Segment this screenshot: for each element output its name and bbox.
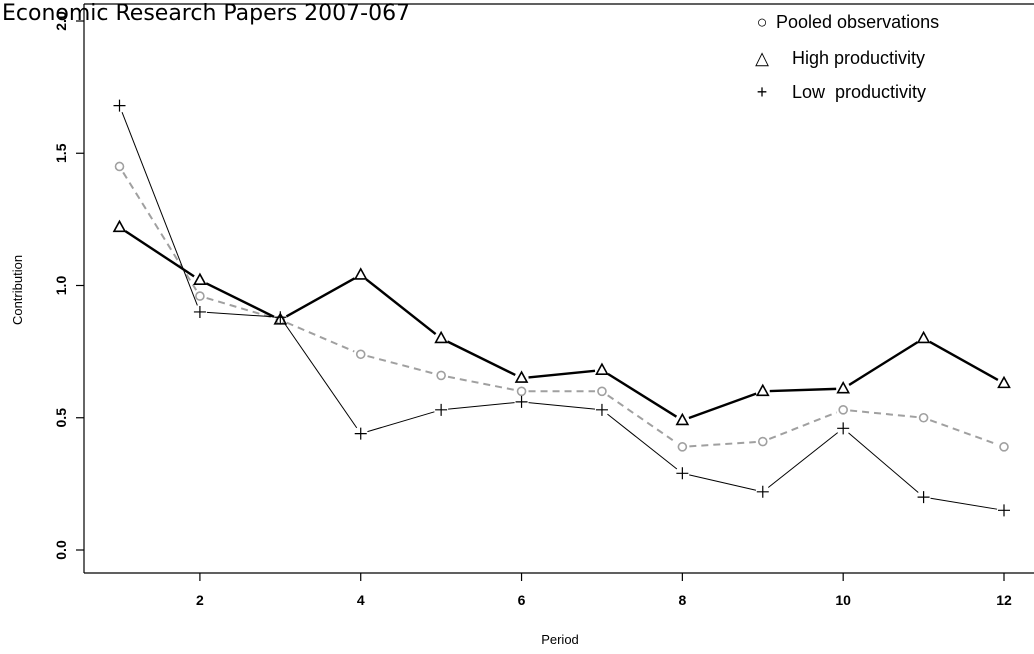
series-circle-segment (850, 409, 917, 419)
x-tick-label: 12 (996, 592, 1012, 608)
point-pooled (999, 442, 1009, 452)
point-pooled (195, 291, 205, 301)
y-tick-label: 2.0 (53, 11, 69, 31)
y-tick-label: 0.0 (53, 540, 69, 560)
point-pooled (918, 412, 929, 423)
legend-symbol-high: △ (755, 48, 769, 68)
series-circle-segment (286, 321, 355, 353)
point-low (113, 99, 126, 112)
point-high (755, 383, 770, 397)
y-tick-label: 1.0 (53, 276, 69, 296)
y-tick-label: 0.5 (53, 408, 69, 428)
point-pooled (355, 349, 366, 360)
point-pooled (516, 386, 527, 397)
point-low (595, 403, 608, 416)
point-high (193, 272, 207, 286)
point-pooled (838, 405, 848, 415)
series-plus-segment (206, 311, 274, 318)
point-high (836, 380, 851, 394)
point-low (274, 311, 287, 324)
point-low (998, 504, 1010, 517)
legend-symbol-low: + (757, 82, 768, 102)
point-high (112, 219, 127, 233)
series-plus-segment (767, 432, 838, 488)
point-pooled (677, 442, 688, 452)
series-plus-segment (448, 402, 515, 410)
y-tick-label: 1.5 (53, 143, 69, 163)
series-plus-segment (848, 432, 919, 493)
series-triangle-segment (688, 392, 757, 420)
series-circle-segment (367, 355, 435, 375)
series-circle-segment (689, 441, 756, 448)
series-plus-segment (528, 402, 596, 410)
legend: ○ Pooled observations △ High productivit… (755, 12, 939, 102)
point-low (193, 305, 206, 318)
point-high (997, 375, 1011, 389)
series-layer (112, 99, 1011, 517)
point-high (273, 312, 288, 325)
series-plus-segment (607, 413, 678, 470)
legend-label-pooled: Pooled observations (776, 12, 939, 32)
point-pooled (114, 161, 125, 172)
point-pooled (597, 386, 607, 397)
point-low (435, 403, 448, 416)
point-low (515, 395, 528, 408)
point-high (595, 362, 609, 375)
x-tick-label: 6 (518, 592, 526, 608)
y-axis-title: Contribution (10, 255, 25, 325)
series-circle-segment (607, 394, 678, 444)
point-high (514, 370, 529, 383)
legend-label-high: High productivity (792, 48, 925, 68)
series-triangle-segment (848, 341, 919, 386)
x-tick-label: 2 (196, 592, 204, 608)
legend-label-low: Low productivity (792, 82, 926, 102)
point-high (353, 267, 368, 280)
header-title: Economic Research Papers 2007-067 (2, 1, 410, 26)
series-circle-segment (447, 375, 515, 391)
series-plus-segment (367, 411, 435, 433)
point-low (756, 485, 769, 498)
series-circle-segment (768, 411, 838, 440)
series-triangle-segment (285, 277, 356, 318)
series-plus-segment (689, 474, 757, 491)
series-triangle-segment (365, 278, 437, 336)
x-axis-title: Period (541, 632, 579, 647)
point-low (676, 467, 689, 480)
x-tick-label: 8 (678, 592, 686, 608)
series-triangle-segment (929, 340, 999, 381)
x-tick-label: 10 (835, 592, 851, 608)
point-low (917, 491, 930, 504)
point-pooled (757, 436, 768, 447)
point-high (434, 330, 448, 344)
point-pooled (436, 370, 446, 381)
series-plus-segment (930, 497, 998, 510)
y-axis-ticks: 0.0 0.5 1.0 1.5 2.0 (53, 11, 84, 560)
series-triangle-segment (446, 340, 516, 377)
series-circle-segment (122, 171, 198, 291)
series-triangle-segment (607, 372, 678, 418)
series-triangle-segment (205, 282, 275, 318)
point-high (916, 330, 931, 344)
point-low (837, 422, 850, 435)
x-tick-label: 4 (357, 592, 365, 608)
point-high (675, 412, 690, 426)
series-plus-segment (283, 322, 358, 429)
series-circle-segment (929, 419, 998, 446)
x-axis-ticks: 2 4 6 8 10 12 (196, 573, 1012, 608)
series-plus-segment (121, 111, 198, 306)
legend-symbol-pooled: ○ (757, 12, 768, 32)
series-triangle-segment (769, 387, 837, 393)
series-triangle-segment (528, 369, 596, 379)
point-low (354, 427, 367, 440)
